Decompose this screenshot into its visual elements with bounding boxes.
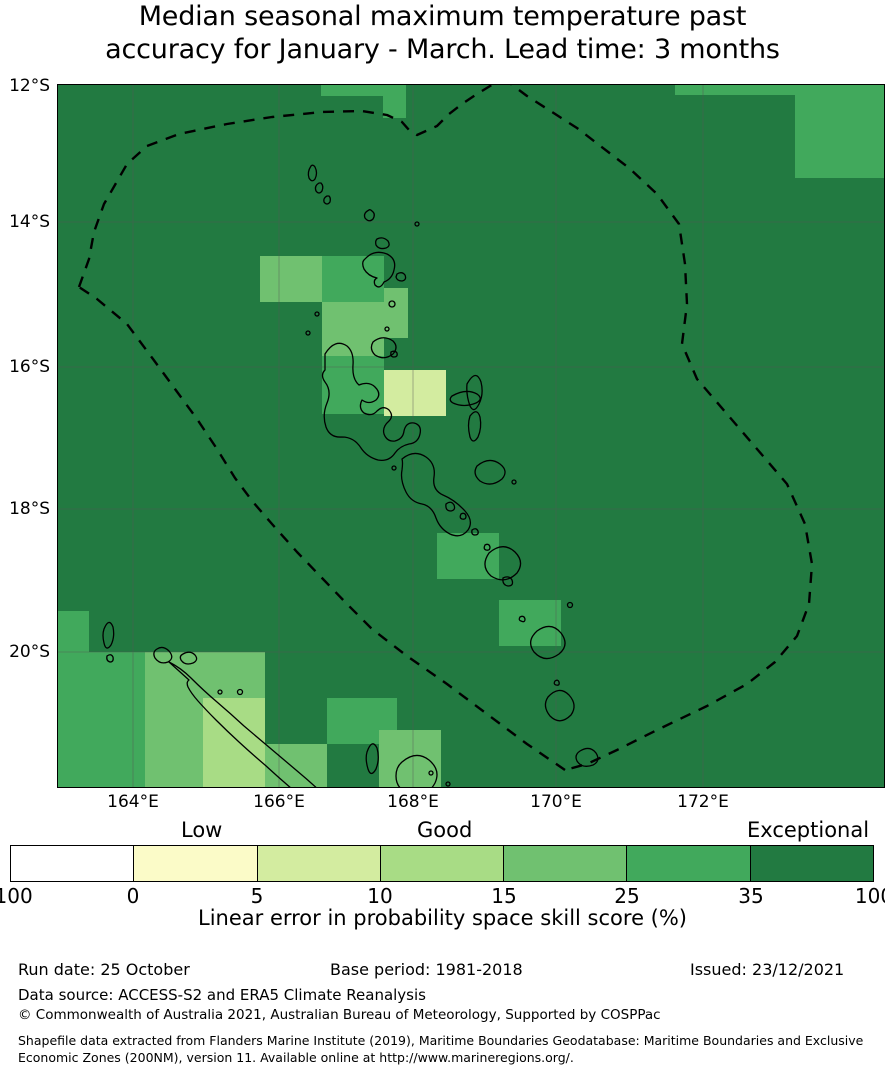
colorbar[interactable] [10, 845, 874, 882]
colorbar-tick: 0 [126, 884, 140, 908]
colorbar-category-labels: Low Good Exceptional [0, 818, 885, 844]
x-tick-172E: 172°E [677, 792, 729, 812]
colorbar-tick: 5 [250, 884, 264, 908]
y-tick-12S: 12°S [9, 76, 50, 96]
y-tick-18S: 18°S [9, 499, 50, 519]
title-line-1: Median seasonal maximum temperature past [138, 1, 747, 32]
colorbar-tick: 25 [614, 884, 640, 908]
skill-cell [265, 744, 327, 788]
eez-boundary-east [509, 84, 814, 772]
skill-cell [145, 652, 265, 698]
coastline-new-caledonia [102, 621, 451, 788]
skill-cell [57, 611, 89, 652]
skill-cell [675, 84, 795, 95]
page-title: Median seasonal maximum temperature past… [0, 0, 885, 66]
y-tick-20S: 20°S [9, 642, 50, 662]
colorbar-band[interactable] [627, 846, 751, 881]
skill-cell [145, 744, 203, 788]
colorbar-category-low: Low [181, 818, 223, 842]
colorbar-band[interactable] [11, 846, 135, 881]
colorbar-band[interactable] [504, 846, 628, 881]
footer-meta-row: Run date: 25 October Base period: 1981-2… [0, 960, 885, 985]
colorbar-tick-labels: -100 0 5 10 15 25 35 100 [0, 884, 885, 908]
colorbar-band[interactable] [257, 846, 381, 881]
skill-cell [260, 256, 322, 302]
colorbar-category-exceptional: Exceptional [747, 818, 870, 842]
skill-score-cells [57, 84, 885, 788]
issued-date: Issued: 23/12/2021 [690, 960, 845, 979]
skill-cell [321, 84, 383, 96]
x-tick-170E: 170°E [530, 792, 582, 812]
skill-cell [327, 698, 389, 744]
skill-cell [203, 744, 265, 788]
skill-cell [383, 84, 406, 118]
map-canvas[interactable] [57, 84, 885, 788]
title-line-2: accuracy for January - March. Lead time:… [105, 34, 780, 65]
x-tick-168E: 168°E [387, 792, 439, 812]
eez-boundary-south [78, 286, 566, 771]
colorbar-title: Linear error in probability space skill … [198, 906, 687, 930]
skill-cell [203, 698, 265, 744]
skill-cell [384, 370, 446, 416]
colorbar-tick: 35 [738, 884, 764, 908]
colorbar-tick: 10 [367, 884, 393, 908]
map-plot-area[interactable] [57, 84, 885, 788]
skill-cell [384, 288, 408, 338]
graticule-gridlines [57, 84, 885, 788]
shapefile-note: Shapefile data extracted from Flanders M… [18, 1033, 864, 1065]
colorbar-tick: 100 [854, 884, 885, 908]
colorbar-band[interactable] [750, 846, 873, 881]
coastline-vanuatu [305, 164, 599, 767]
y-tick-14S: 14°S [9, 212, 50, 232]
footer: Run date: 25 October Base period: 1981-2… [0, 960, 885, 1065]
map-svg [57, 84, 885, 788]
colorbar-tick: 15 [491, 884, 517, 908]
skill-cell [322, 256, 384, 302]
colorbar-band[interactable] [380, 846, 505, 881]
run-date: Run date: 25 October [18, 960, 190, 979]
colorbar-category-good: Good [417, 818, 473, 842]
x-tick-166E: 166°E [253, 792, 305, 812]
skill-cell [795, 84, 885, 178]
x-tick-164E: 164°E [107, 792, 159, 812]
skill-cell [437, 533, 499, 579]
skill-cell [322, 302, 384, 356]
data-source-note: Data source: ACCESS-S2 and ERA5 Climate … [18, 986, 426, 1004]
skill-cell [379, 698, 397, 730]
skill-cell [379, 730, 441, 788]
copyright-note: © Commonwealth of Australia 2021, Austra… [18, 1007, 661, 1023]
base-period: Base period: 1981-2018 [330, 960, 523, 979]
colorbar-tick: -100 [0, 884, 33, 908]
colorbar-band[interactable] [134, 846, 258, 881]
y-tick-16S: 16°S [9, 357, 50, 377]
skill-cell [499, 600, 561, 646]
